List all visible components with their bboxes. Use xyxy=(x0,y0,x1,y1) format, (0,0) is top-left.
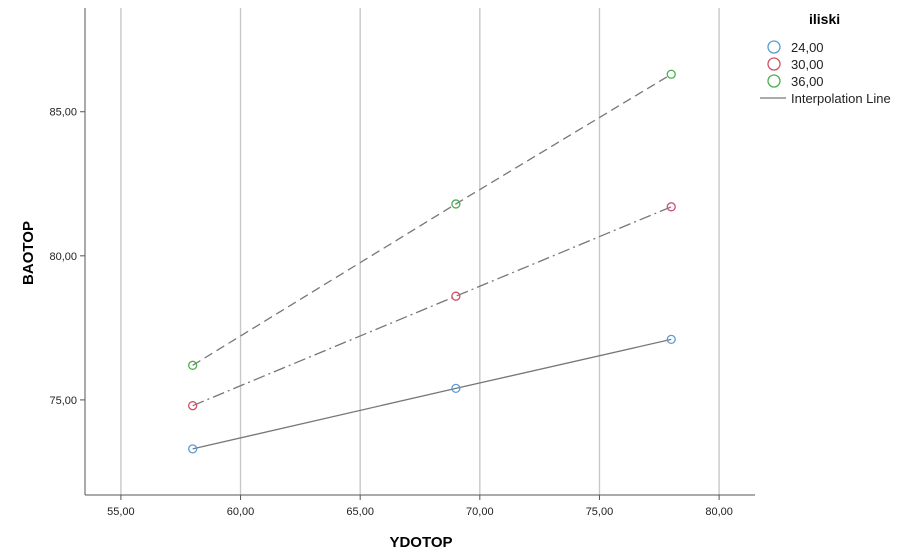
y-tick-label: 75,00 xyxy=(49,395,77,407)
legend-label: 30,00 xyxy=(791,57,824,72)
data-point xyxy=(666,334,676,345)
axes xyxy=(84,8,755,496)
legend-items: 24,00 30,00 36,00 Interpolation Line xyxy=(760,40,891,106)
legend-marker xyxy=(767,74,781,88)
x-tick-label: 65,00 xyxy=(346,506,374,518)
data-point xyxy=(451,199,461,209)
y-axis-title: BAOTOP xyxy=(20,221,37,285)
legend-label: 36,00 xyxy=(791,74,824,89)
data-point xyxy=(451,383,461,394)
legend-marker xyxy=(767,40,781,54)
x-axis-title: YDOTOP xyxy=(389,534,452,551)
data-point xyxy=(188,444,198,454)
legend: iliski 24,00 30,00 36,00 Interpolation Line xyxy=(760,11,891,106)
data-point xyxy=(188,360,198,370)
series-line-2 xyxy=(192,73,672,366)
series-line-0 xyxy=(192,338,672,450)
legend-marker xyxy=(767,57,781,71)
data-point xyxy=(188,401,198,411)
x-tick-label: 75,00 xyxy=(586,506,614,518)
x-tick-label: 55,00 xyxy=(107,506,135,518)
legend-interpolation-label: Interpolation Line xyxy=(791,91,891,106)
legend-title: iliski xyxy=(809,11,840,27)
data-point xyxy=(666,69,676,79)
x-tick-label: 80,00 xyxy=(705,506,733,518)
x-axis-ticks: 55,00 60,00 65,00 70,00 75,00 80,00 xyxy=(107,495,733,518)
y-tick-label: 85,00 xyxy=(49,107,77,119)
data-point xyxy=(451,291,461,301)
legend-label: 24,00 xyxy=(791,40,824,55)
y-tick-label: 80,00 xyxy=(49,251,77,263)
series-points xyxy=(188,69,676,454)
x-tick-label: 70,00 xyxy=(466,506,494,518)
x-tick-label: 60,00 xyxy=(227,506,255,518)
data-point xyxy=(666,202,676,212)
y-axis-ticks: 75,00 80,00 85,00 xyxy=(49,107,85,407)
series-lines xyxy=(192,73,672,450)
series-line-1 xyxy=(192,206,672,407)
grid-lines xyxy=(120,8,720,495)
